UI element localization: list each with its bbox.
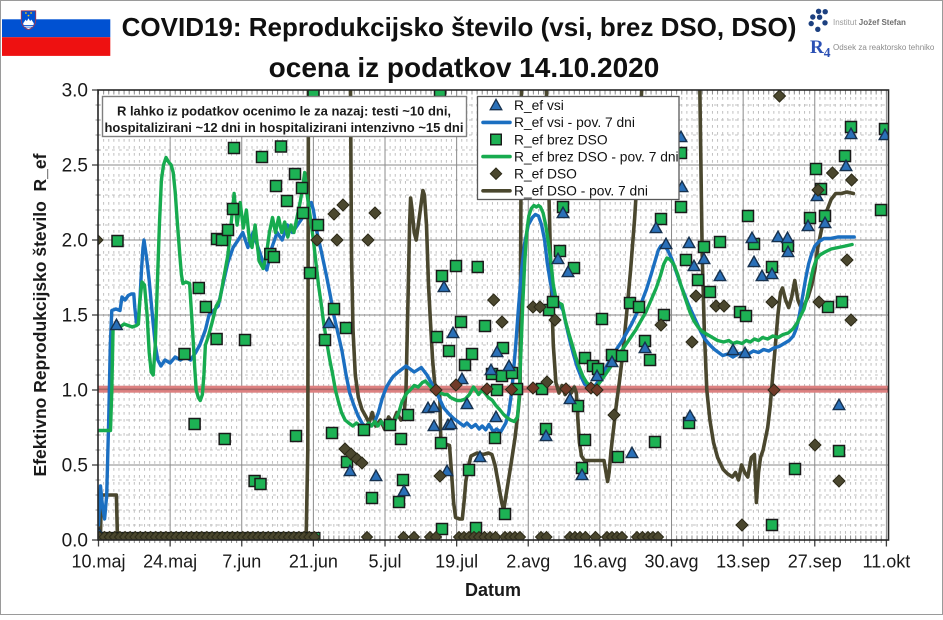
svg-text:R_ef brez DSO: R_ef brez DSO <box>514 132 608 147</box>
svg-text:ocena iz podatkov 14.10.2020: ocena iz podatkov 14.10.2020 <box>269 52 660 83</box>
svg-text:Odsek za reaktorsko tehniko: Odsek za reaktorsko tehniko <box>833 43 935 52</box>
svg-text:13.sep: 13.sep <box>716 552 770 572</box>
svg-text:Datum: Datum <box>465 580 521 600</box>
svg-text:R_ef DSO: R_ef DSO <box>514 167 577 182</box>
svg-text:R lahko iz podatkov ocenimo le: R lahko iz podatkov ocenimo le za nazaj:… <box>117 104 451 119</box>
svg-text:R_ef DSO - pov. 7 dni: R_ef DSO - pov. 7 dni <box>514 184 648 199</box>
svg-text:Efektivno Reprodukcijsko števi: Efektivno Reprodukcijsko število R_ef <box>30 153 50 476</box>
svg-text:16.avg: 16.avg <box>573 552 627 572</box>
svg-text:hospitalizirani ~12 dni in hos: hospitalizirani ~12 dni in hospitalizira… <box>104 120 463 135</box>
svg-text:19.jul: 19.jul <box>435 552 478 572</box>
svg-text:11.okt: 11.okt <box>863 552 911 572</box>
svg-text:2.5: 2.5 <box>62 156 88 177</box>
svg-text:R_ef vsi: R_ef vsi <box>514 98 564 113</box>
svg-text:21.jun: 21.jun <box>289 552 338 572</box>
svg-text:2.avg: 2.avg <box>506 552 550 572</box>
svg-text:Institut Jožef Stefan: Institut Jožef Stefan <box>833 18 906 27</box>
svg-text:1.0: 1.0 <box>62 381 88 402</box>
svg-text:10.maj: 10.maj <box>71 552 125 572</box>
svg-text:5.jul: 5.jul <box>368 552 401 572</box>
svg-text:R_ef brez DSO - pov. 7 dni: R_ef brez DSO - pov. 7 dni <box>514 149 679 164</box>
svg-text:2.0: 2.0 <box>62 231 88 252</box>
svg-text:0.0: 0.0 <box>62 531 88 552</box>
svg-text:27.sep: 27.sep <box>788 552 842 572</box>
svg-text:COVID19: Reprodukcijsko števil: COVID19: Reprodukcijsko število (vsi, br… <box>122 12 797 42</box>
svg-text:24.maj: 24.maj <box>143 552 197 572</box>
svg-text:1.5: 1.5 <box>62 306 88 327</box>
svg-text:0.5: 0.5 <box>62 456 88 477</box>
svg-text:30.avg: 30.avg <box>644 552 698 572</box>
svg-text:3.0: 3.0 <box>62 81 88 102</box>
svg-text:7.jun: 7.jun <box>222 552 261 572</box>
svg-text:R_ef vsi - pov. 7 dni: R_ef vsi - pov. 7 dni <box>514 115 635 130</box>
